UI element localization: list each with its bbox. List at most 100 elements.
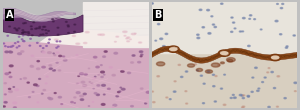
Ellipse shape [139, 42, 142, 43]
Ellipse shape [243, 95, 245, 96]
Ellipse shape [42, 66, 45, 68]
Ellipse shape [239, 31, 242, 32]
Ellipse shape [135, 33, 136, 34]
Ellipse shape [200, 75, 202, 76]
Ellipse shape [9, 51, 11, 52]
Ellipse shape [208, 33, 211, 34]
Ellipse shape [218, 65, 220, 66]
Ellipse shape [64, 32, 67, 33]
Ellipse shape [37, 42, 38, 43]
Ellipse shape [220, 88, 223, 89]
Ellipse shape [250, 15, 252, 16]
Ellipse shape [169, 99, 171, 100]
Ellipse shape [114, 52, 118, 54]
Ellipse shape [39, 26, 40, 27]
Polygon shape [39, 29, 148, 47]
Ellipse shape [215, 76, 217, 77]
Ellipse shape [294, 82, 297, 84]
Ellipse shape [185, 91, 187, 92]
Ellipse shape [67, 25, 69, 26]
Ellipse shape [131, 33, 136, 35]
Ellipse shape [76, 92, 80, 94]
Ellipse shape [127, 37, 130, 38]
Ellipse shape [169, 47, 178, 51]
Ellipse shape [54, 55, 56, 56]
Ellipse shape [206, 70, 212, 73]
Ellipse shape [42, 29, 43, 30]
Ellipse shape [83, 93, 86, 95]
Ellipse shape [232, 22, 235, 23]
Ellipse shape [92, 78, 96, 79]
Ellipse shape [231, 31, 233, 32]
Polygon shape [3, 14, 83, 36]
Ellipse shape [31, 29, 32, 30]
Ellipse shape [275, 20, 278, 22]
Ellipse shape [41, 51, 44, 52]
Ellipse shape [30, 38, 31, 39]
Ellipse shape [63, 59, 67, 61]
Ellipse shape [242, 106, 245, 107]
Ellipse shape [220, 3, 223, 4]
Ellipse shape [57, 34, 59, 35]
Ellipse shape [30, 66, 34, 67]
Ellipse shape [160, 38, 163, 40]
Ellipse shape [8, 88, 11, 89]
Ellipse shape [140, 88, 143, 89]
Ellipse shape [58, 70, 61, 71]
Ellipse shape [188, 64, 194, 67]
Ellipse shape [36, 85, 39, 86]
Ellipse shape [8, 46, 9, 47]
Ellipse shape [220, 51, 229, 55]
Ellipse shape [21, 51, 24, 52]
Ellipse shape [53, 53, 54, 54]
Ellipse shape [165, 33, 168, 35]
Ellipse shape [43, 89, 46, 91]
Ellipse shape [123, 31, 127, 33]
Ellipse shape [15, 89, 19, 91]
Ellipse shape [255, 67, 257, 68]
Ellipse shape [25, 32, 27, 33]
Ellipse shape [14, 28, 16, 29]
Ellipse shape [122, 88, 125, 90]
Ellipse shape [260, 29, 262, 30]
Bar [152, 2, 297, 53]
Ellipse shape [120, 87, 122, 88]
Ellipse shape [214, 26, 217, 28]
Ellipse shape [49, 68, 52, 70]
Bar [3, 42, 148, 108]
Ellipse shape [46, 33, 47, 34]
Polygon shape [152, 46, 297, 63]
Ellipse shape [68, 26, 69, 27]
Ellipse shape [294, 91, 296, 92]
Ellipse shape [113, 104, 117, 106]
Ellipse shape [127, 41, 130, 42]
Ellipse shape [83, 85, 87, 86]
Ellipse shape [220, 62, 224, 64]
Polygon shape [3, 8, 76, 22]
Ellipse shape [268, 68, 270, 69]
Ellipse shape [13, 102, 17, 104]
Ellipse shape [57, 27, 59, 28]
Ellipse shape [17, 41, 19, 42]
Ellipse shape [80, 73, 83, 75]
Text: B: B [154, 10, 162, 20]
Ellipse shape [43, 48, 44, 49]
Ellipse shape [212, 63, 220, 67]
Ellipse shape [115, 41, 116, 42]
Ellipse shape [9, 76, 12, 78]
Ellipse shape [199, 9, 202, 11]
Ellipse shape [55, 34, 58, 35]
Ellipse shape [213, 86, 215, 87]
Ellipse shape [146, 91, 150, 93]
Ellipse shape [119, 91, 121, 92]
Bar [83, 2, 148, 47]
Ellipse shape [58, 46, 59, 47]
Ellipse shape [9, 91, 12, 93]
Ellipse shape [31, 55, 34, 56]
Ellipse shape [267, 72, 269, 73]
Ellipse shape [100, 65, 102, 66]
Ellipse shape [37, 68, 40, 70]
Ellipse shape [224, 74, 225, 75]
Ellipse shape [202, 103, 205, 104]
Ellipse shape [197, 34, 199, 35]
